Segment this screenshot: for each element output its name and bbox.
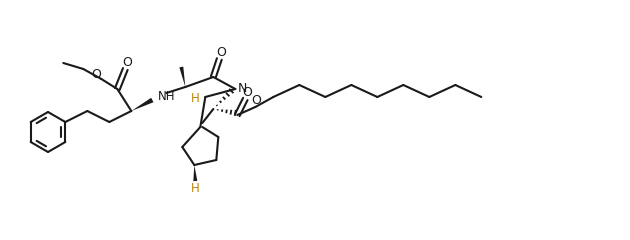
Polygon shape	[131, 98, 154, 111]
Text: N: N	[238, 82, 247, 95]
Polygon shape	[180, 67, 185, 87]
Text: O: O	[122, 55, 132, 68]
Polygon shape	[193, 165, 197, 181]
Text: H: H	[191, 91, 200, 104]
Text: O: O	[243, 85, 252, 98]
Text: O: O	[216, 46, 226, 59]
Text: NH: NH	[158, 90, 176, 102]
Text: O: O	[251, 94, 261, 107]
Text: O: O	[91, 67, 101, 80]
Text: H: H	[191, 182, 200, 196]
